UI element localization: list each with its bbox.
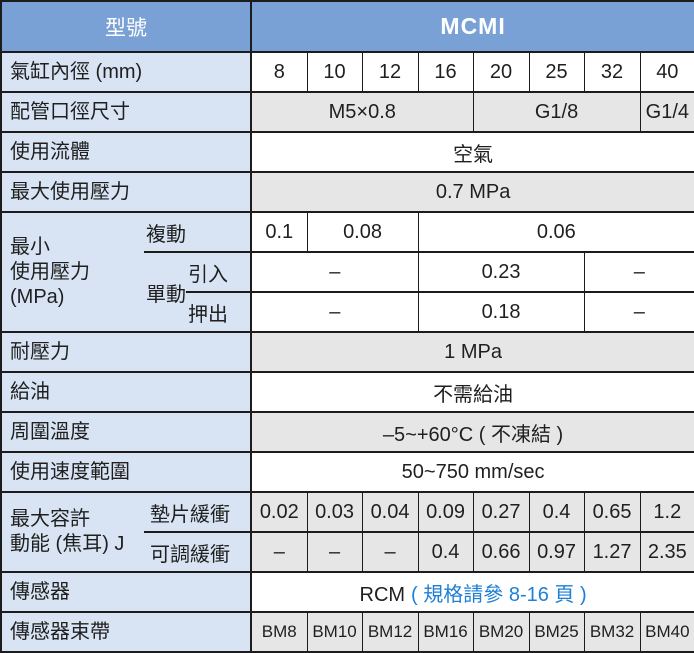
single-acting-pull-value: – [250, 251, 419, 293]
model-header-value: MCMI [250, 0, 694, 53]
double-acting-label: 複動 [144, 211, 253, 253]
spec-row-sensor: 傳感器 RCM( 規格請參 8-16 頁 ) [0, 571, 694, 613]
bore-value: 20 [472, 51, 530, 93]
ambient-temp-label: 周圍溫度 [0, 411, 253, 453]
port-value: G1/8 [472, 91, 641, 133]
spec-row-max-pressure: 最大使用壓力 0.7 MPa [0, 171, 694, 213]
kinetic-energy-label: 最大容許 動能 (焦耳) J [0, 491, 144, 573]
pad-cushion-value: 1.2 [639, 491, 694, 533]
pad-cushion-value: 0.65 [583, 491, 641, 533]
header-row: 型號 MCMI [0, 0, 694, 53]
proof-pressure-value: 1 MPa [250, 331, 694, 373]
port-value: M5×0.8 [250, 91, 474, 133]
spec-row-port: 配管口徑尺寸 M5×0.8 G1/8 G1/4 [0, 91, 694, 133]
adjustable-cushion-label: 可調緩衝 [144, 531, 253, 573]
bore-value: 25 [528, 51, 585, 93]
bore-value: 16 [417, 51, 474, 93]
fluid-value: 空氣 [250, 131, 694, 173]
bore-value: 12 [361, 51, 419, 93]
spec-row-min-pressure-double: 最小 使用壓力 (MPa) 複動 0.1 0.08 0.06 [0, 211, 694, 333]
adjustable-cushion-value: 2.35 [639, 531, 694, 573]
pad-cushion-value: 0.02 [250, 491, 308, 533]
adjustable-cushion-value: 0.4 [417, 531, 474, 573]
adjustable-cushion-value: 1.27 [583, 531, 641, 573]
lubrication-value: 不需給油 [250, 371, 694, 413]
bore-value: 10 [306, 51, 363, 93]
max-pressure-label: 最大使用壓力 [0, 171, 253, 213]
bore-value: 40 [639, 51, 694, 93]
single-acting-push-value: – [250, 291, 419, 333]
sensor-band-value: BM25 [528, 611, 585, 653]
speed-range-label: 使用速度範圍 [0, 451, 253, 493]
sensor-band-value: BM20 [472, 611, 530, 653]
model-header-label: 型號 [0, 0, 253, 53]
pad-cushion-value: 0.03 [306, 491, 363, 533]
single-acting-pull-label: 引入 [186, 251, 253, 293]
spec-row-ambient-temp: 周圍溫度 –5~+60°C ( 不凍結 ) [0, 411, 694, 453]
spec-row-kinetic-adjustable: 可調緩衝 – – – 0.4 0.66 0.97 1.27 2.35 [1, 531, 694, 573]
bore-value: 32 [583, 51, 641, 93]
single-acting-push-label: 押出 [186, 291, 253, 333]
single-acting-pull-value: 0.23 [417, 251, 585, 293]
sensor-value-note: ( 規格請參 8-16 頁 ) [411, 583, 587, 606]
min-pressure-label: 最小 使用壓力 (MPa) [0, 211, 144, 333]
spec-row-speed-range: 使用速度範圍 50~750 mm/sec [0, 451, 694, 493]
pad-cushion-value: 0.4 [528, 491, 585, 533]
spec-row-min-pressure-pull: 單動 引入 – 0.23 – [1, 251, 694, 333]
double-acting-value: 0.1 [250, 211, 308, 253]
double-acting-value: 0.06 [417, 211, 694, 253]
sensor-band-label: 傳感器束帶 [0, 611, 253, 653]
sensor-value: RCM( 規格請參 8-16 頁 ) [250, 571, 694, 613]
single-acting-push-value: – [583, 291, 694, 333]
single-acting-label: 單動 [144, 251, 186, 333]
bore-label: 氣缸內徑 (mm) [0, 51, 253, 93]
adjustable-cushion-value: 0.66 [472, 531, 530, 573]
adjustable-cushion-value: – [306, 531, 363, 573]
bore-value: 8 [250, 51, 308, 93]
spec-row-kinetic-pad: 最大容許 動能 (焦耳) J 墊片緩衝 0.02 0.03 0.04 0.09 … [0, 491, 694, 573]
sensor-band-value: BM32 [583, 611, 641, 653]
proof-pressure-label: 耐壓力 [0, 331, 253, 373]
spec-row-lubrication: 給油 不需給油 [0, 371, 694, 413]
port-value: G1/4 [639, 91, 694, 133]
fluid-label: 使用流體 [0, 131, 253, 173]
sensor-band-value: BM12 [361, 611, 419, 653]
spec-row-bore: 氣缸內徑 (mm) 8 10 12 16 20 25 32 40 [0, 51, 694, 93]
spec-row-min-pressure-push: 押出 – 0.18 – [1, 291, 694, 333]
max-pressure-value: 0.7 MPa [250, 171, 694, 213]
lubrication-label: 給油 [0, 371, 253, 413]
adjustable-cushion-value: 0.97 [528, 531, 585, 573]
pad-cushion-value: 0.27 [472, 491, 530, 533]
sensor-value-main: RCM [359, 583, 406, 606]
spec-row-proof-pressure: 耐壓力 1 MPa [0, 331, 694, 373]
sensor-band-value: BM16 [417, 611, 474, 653]
spec-row-fluid: 使用流體 空氣 [0, 131, 694, 173]
port-label: 配管口徑尺寸 [0, 91, 253, 133]
ambient-temp-value: –5~+60°C ( 不凍結 ) [250, 411, 694, 453]
adjustable-cushion-value: – [250, 531, 308, 573]
sensor-band-value: BM40 [639, 611, 694, 653]
sensor-label: 傳感器 [0, 571, 253, 613]
sensor-band-value: BM8 [250, 611, 308, 653]
pad-cushion-value: 0.09 [417, 491, 474, 533]
pad-cushion-value: 0.04 [361, 491, 419, 533]
pad-cushion-label: 墊片緩衝 [144, 491, 253, 533]
sensor-band-value: BM10 [306, 611, 363, 653]
speed-range-value: 50~750 mm/sec [250, 451, 694, 493]
adjustable-cushion-value: – [361, 531, 419, 573]
single-acting-push-value: 0.18 [417, 291, 585, 333]
spec-row-sensor-band: 傳感器束帶 BM8 BM10 BM12 BM16 BM20 BM25 BM32 … [0, 611, 694, 653]
single-acting-pull-value: – [583, 251, 694, 293]
double-acting-value: 0.08 [306, 211, 419, 253]
